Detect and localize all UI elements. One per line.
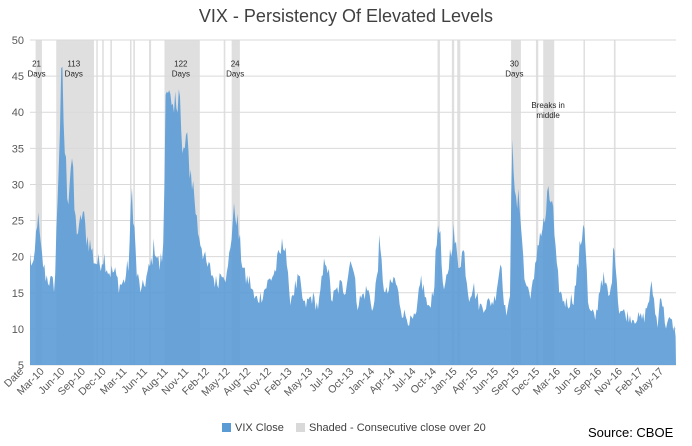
y-tick-label: 10 — [12, 324, 24, 336]
legend-label-shaded: Shaded - Consecutive close over 20 — [309, 422, 486, 434]
y-tick-label: 20 — [12, 252, 24, 264]
y-tick-label: 40 — [12, 107, 24, 119]
annotation-line: 24 — [231, 60, 240, 69]
annotation-line: Days — [172, 70, 190, 79]
shaded-period — [35, 40, 42, 365]
y-axis-ticks: 5 10 15 20 25 30 35 40 45 50 — [12, 35, 24, 372]
shaded-period — [451, 40, 455, 365]
legend-label-vix: VIX Close — [235, 422, 284, 434]
annotation-line: Days — [505, 70, 523, 79]
shaded-period — [96, 40, 98, 365]
vix-area-layer — [30, 66, 676, 365]
y-tick-label: 35 — [12, 143, 24, 155]
annotation-line: 21 — [32, 60, 41, 69]
vix-close-area — [30, 66, 676, 365]
annotation-line: 113 — [67, 60, 80, 69]
y-tick-label: 5 — [18, 360, 24, 372]
shaded-period — [535, 40, 539, 365]
shaded-period — [110, 40, 112, 365]
source-label: Source: CBOE — [588, 425, 674, 440]
shaded-period — [457, 40, 461, 365]
annotation-line: Days — [65, 70, 83, 79]
annotation-line: middle — [536, 111, 560, 120]
y-tick-label: 15 — [12, 288, 24, 300]
shaded-period — [148, 40, 152, 365]
shaded-period — [231, 40, 240, 365]
x-axis-ticks: DateMar-10Jun-10Sep-10Dec-10Mar-11Jun-11… — [2, 366, 666, 399]
annotation-line: 122 — [174, 60, 188, 69]
legend: VIX Close Shaded - Consecutive close over… — [222, 422, 486, 434]
y-tick-label: 45 — [12, 71, 24, 83]
shaded-period — [133, 40, 135, 365]
shaded-period — [102, 40, 104, 365]
legend-swatch-vix — [222, 423, 231, 432]
annotation-line: 30 — [510, 60, 519, 69]
legend-swatch-shaded — [296, 423, 305, 432]
annotation-line: Days — [226, 70, 244, 79]
y-tick-label: 25 — [12, 216, 24, 228]
annotation-line: Days — [27, 70, 45, 79]
shaded-period — [437, 40, 440, 365]
shaded-period — [223, 40, 226, 365]
y-tick-label: 30 — [12, 179, 24, 191]
annotation-line: Breaks in — [531, 101, 564, 110]
chart-title: VIX - Persistency Of Elevated Levels — [199, 6, 493, 26]
y-tick-label: 50 — [12, 35, 24, 47]
shaded-period — [130, 40, 132, 365]
shaded-period — [583, 40, 585, 365]
shaded-period — [613, 40, 616, 365]
